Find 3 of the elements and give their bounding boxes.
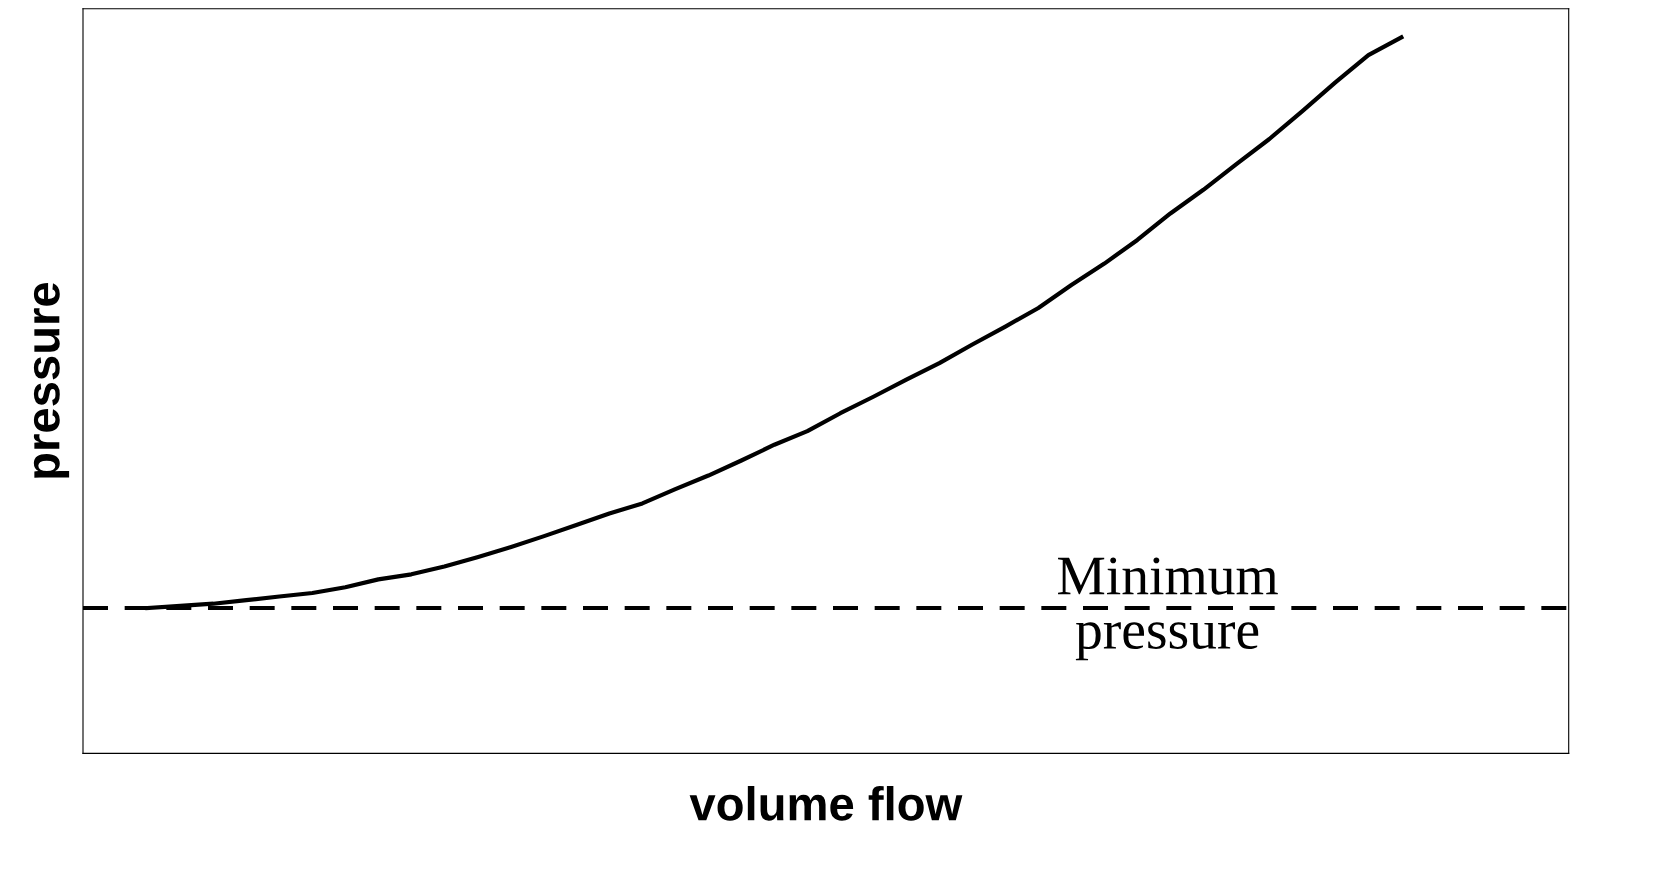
y-axis-title: pressure	[33, 282, 70, 478]
annotation: Minimum pressure	[1058, 557, 1278, 661]
x-axis-title: volume flow	[689, 786, 963, 821]
